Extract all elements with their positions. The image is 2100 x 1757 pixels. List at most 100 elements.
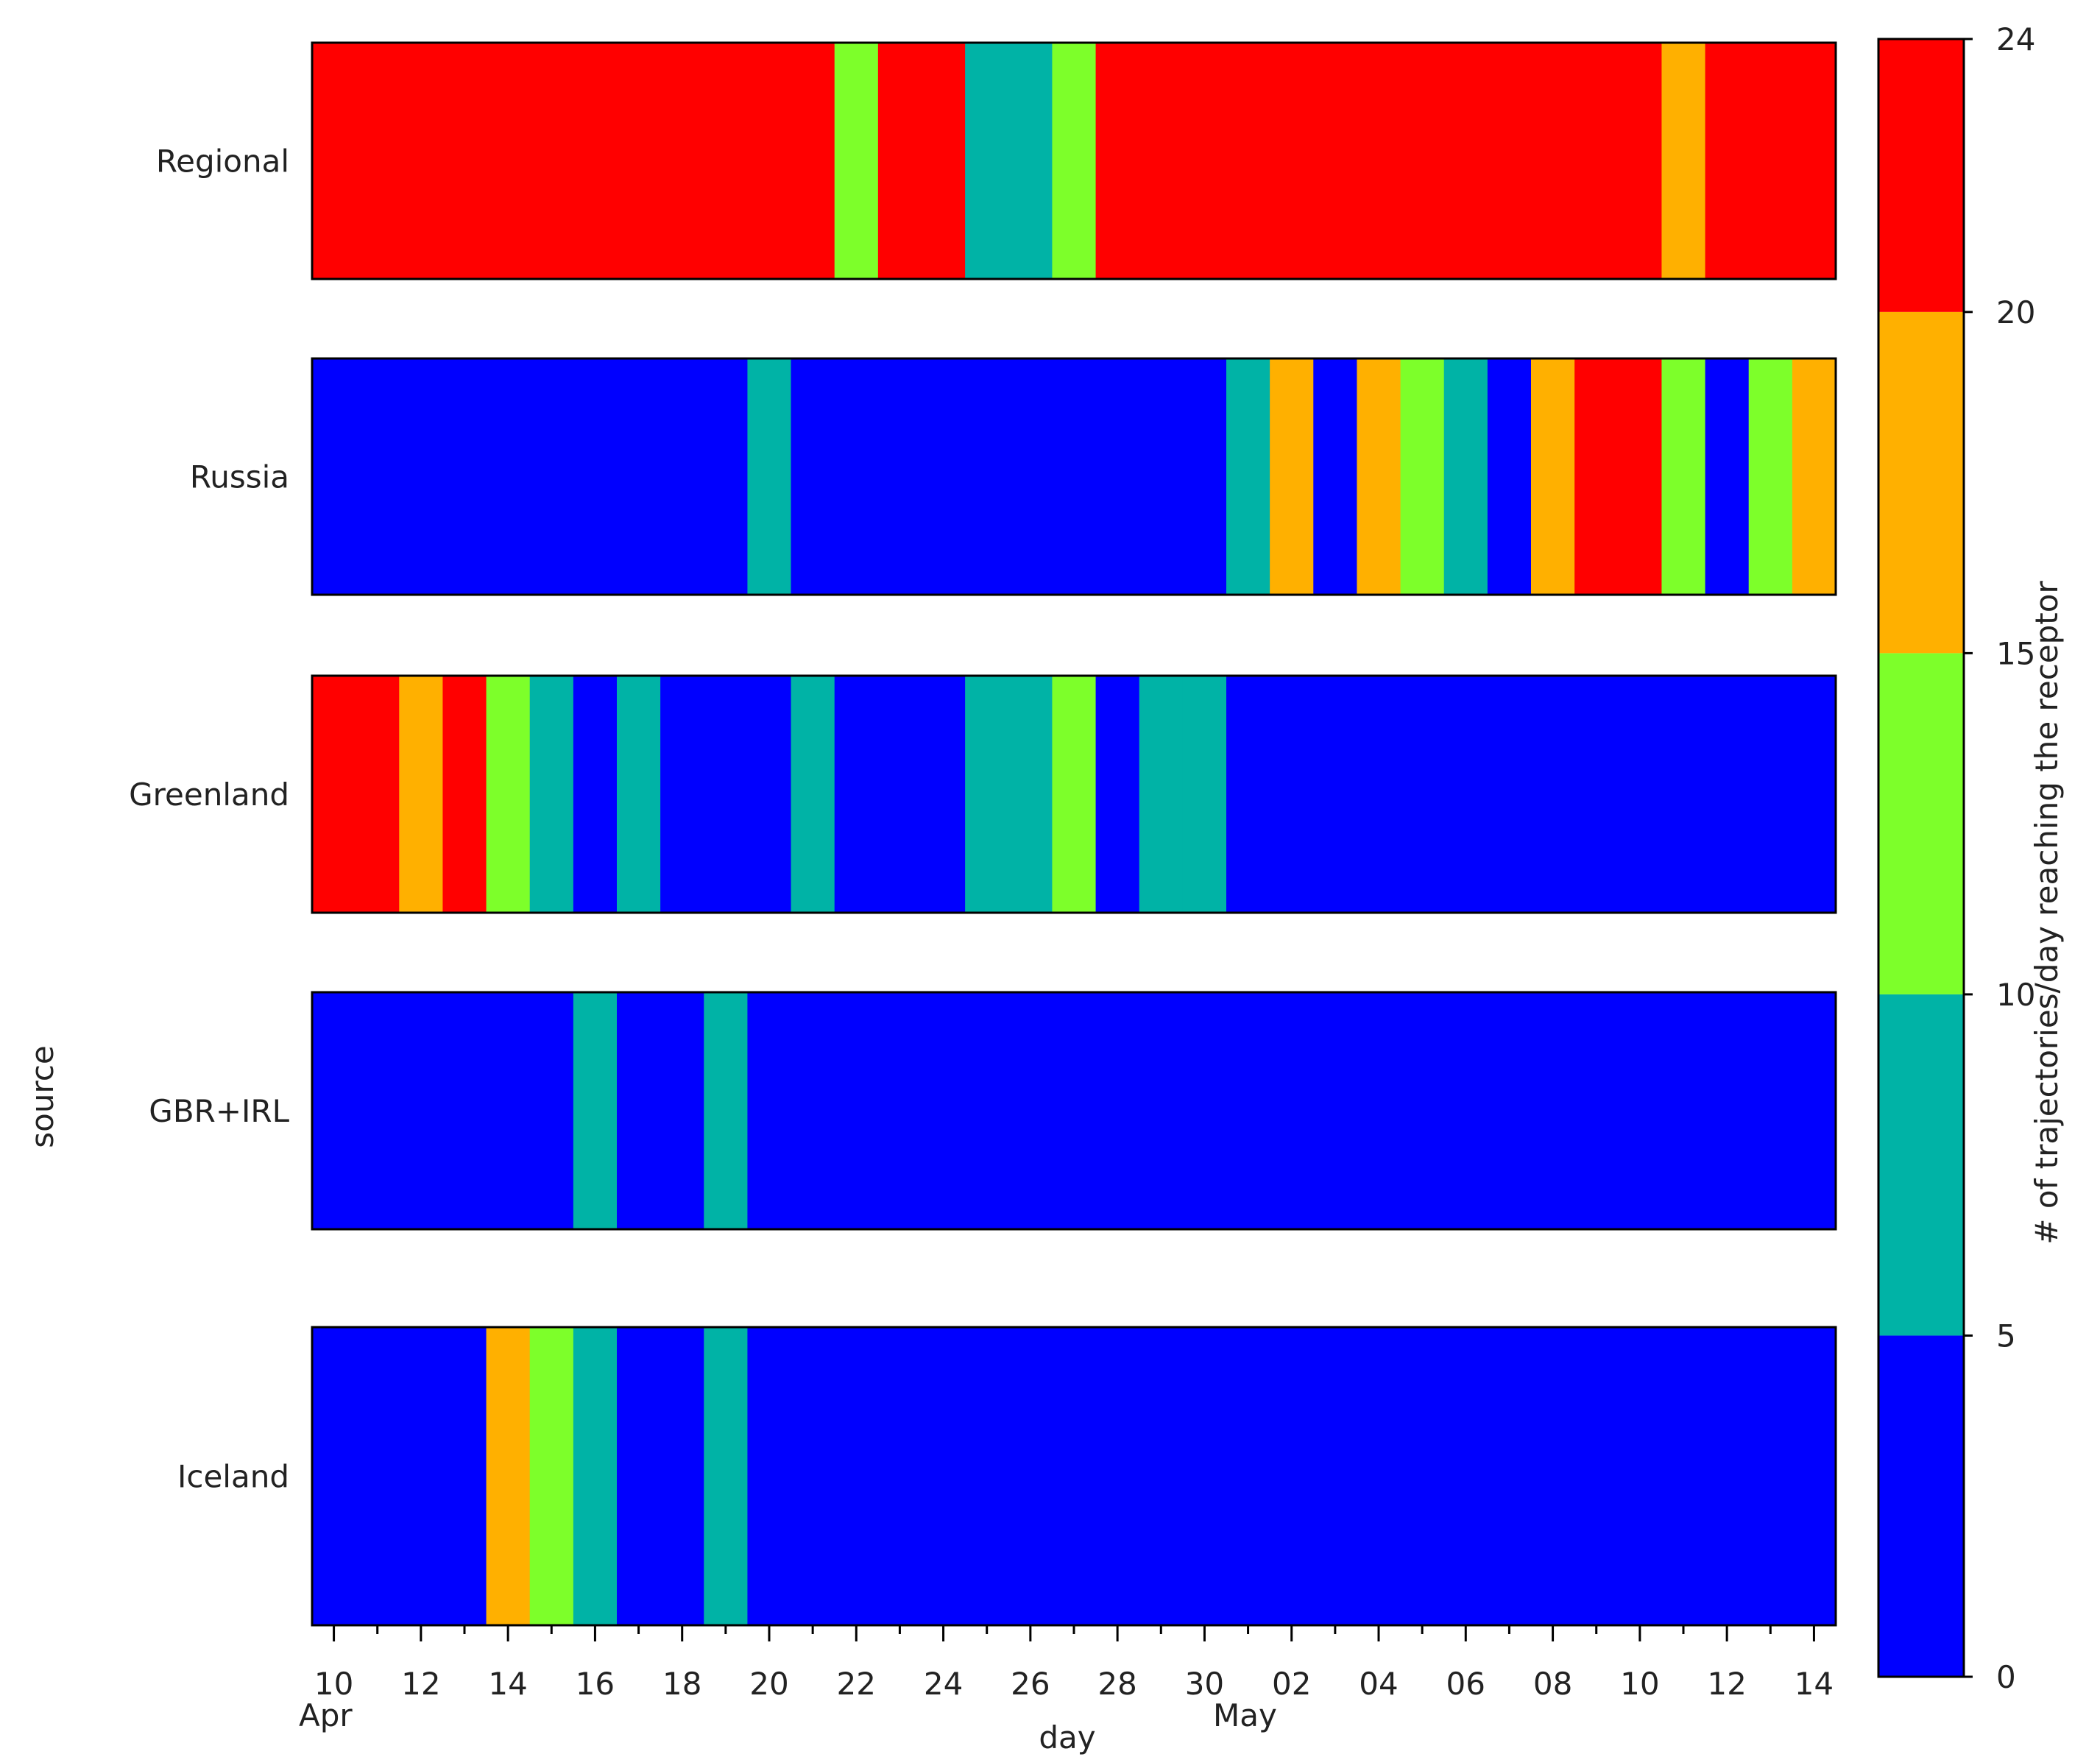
- cell: [704, 676, 749, 913]
- cell: [704, 358, 749, 595]
- cell: [1313, 43, 1358, 279]
- x-tick-label: 24: [924, 1666, 963, 1702]
- cell: [1487, 676, 1532, 913]
- row-greenland: Greenland: [129, 674, 1837, 914]
- cell: [1792, 43, 1836, 279]
- cell: [312, 43, 356, 279]
- cell: [1052, 676, 1097, 913]
- cell: [1270, 992, 1314, 1229]
- cell: [922, 1327, 966, 1625]
- cell: [1182, 43, 1227, 279]
- cell: [1052, 1327, 1097, 1625]
- cell: [573, 676, 618, 913]
- cell: [1574, 358, 1619, 595]
- cell: [1226, 1327, 1270, 1625]
- cell: [660, 43, 704, 279]
- cell: [1095, 43, 1140, 279]
- x-tick-label: 10: [1620, 1666, 1659, 1702]
- cell: [877, 992, 922, 1229]
- cell: [1139, 1327, 1184, 1625]
- cell: [877, 358, 922, 595]
- cell: [399, 992, 444, 1229]
- y-axis-label: source: [24, 1045, 60, 1148]
- cell: [1008, 358, 1053, 595]
- cell: [877, 676, 922, 913]
- cell: [1008, 992, 1053, 1229]
- cell: [617, 358, 661, 595]
- cell: [486, 358, 531, 595]
- cell: [1487, 1327, 1532, 1625]
- row-frame: [311, 357, 1837, 596]
- cell: [834, 1327, 879, 1625]
- x-tick-label: 08: [1533, 1666, 1572, 1702]
- cell: [1618, 676, 1663, 913]
- cell: [1270, 1327, 1314, 1625]
- cell: [1182, 358, 1227, 595]
- cell: [747, 43, 792, 279]
- cell: [1226, 992, 1270, 1229]
- colorbar-frame: [1877, 38, 1965, 1678]
- cell: [1357, 1327, 1401, 1625]
- cell: [660, 1327, 704, 1625]
- cell: [617, 676, 661, 913]
- cell: [922, 676, 966, 913]
- cell: [922, 992, 966, 1229]
- cell: [1313, 1327, 1358, 1625]
- cell: [442, 1327, 487, 1625]
- cell: [1574, 676, 1619, 913]
- cell: [312, 1327, 356, 1625]
- cell: [747, 358, 792, 595]
- cell: [356, 43, 400, 279]
- cell: [573, 43, 618, 279]
- cell: [1487, 992, 1532, 1229]
- cell: [486, 43, 531, 279]
- cell: [1574, 1327, 1619, 1625]
- x-tick-label: 16: [576, 1666, 615, 1702]
- cell: [442, 676, 487, 913]
- cell: [1748, 358, 1793, 595]
- x-tick-label: 10: [314, 1666, 353, 1702]
- cell: [834, 676, 879, 913]
- cell: [529, 676, 574, 913]
- cell: [1618, 1327, 1663, 1625]
- row-iceland: Iceland: [177, 1326, 1837, 1627]
- row-russia: Russia: [190, 357, 1837, 596]
- colorbar-label: # of trajectories/day reaching the recep…: [2029, 581, 2065, 1245]
- cell: [617, 43, 661, 279]
- month-label: Apr: [299, 1697, 353, 1733]
- cell: [660, 992, 704, 1229]
- cell: [1095, 358, 1140, 595]
- cell: [1792, 1327, 1836, 1625]
- row-regional: Regional: [156, 41, 1837, 280]
- x-tick-label: 14: [488, 1666, 527, 1702]
- colorbar-bin: [1878, 39, 1964, 312]
- cell: [312, 358, 356, 595]
- cell: [529, 43, 574, 279]
- cell: [791, 358, 835, 595]
- cell: [1182, 1327, 1227, 1625]
- cell: [791, 1327, 835, 1625]
- colorbar-tick-label: 10: [1996, 977, 2035, 1013]
- cell: [442, 992, 487, 1229]
- cell: [1792, 358, 1836, 595]
- x-tick-label: 26: [1011, 1666, 1050, 1702]
- cell: [1574, 43, 1619, 279]
- cell: [1531, 676, 1575, 913]
- cell: [312, 992, 356, 1229]
- cell: [747, 676, 792, 913]
- row-frame: [311, 991, 1837, 1231]
- x-tick-label: 14: [1795, 1666, 1834, 1702]
- cell: [1443, 676, 1488, 913]
- cell: [1400, 358, 1445, 595]
- cell: [791, 992, 835, 1229]
- cell: [965, 992, 1009, 1229]
- cell: [399, 43, 444, 279]
- cell: [877, 43, 922, 279]
- cell: [1443, 358, 1488, 595]
- cell: [1661, 43, 1706, 279]
- cell: [529, 358, 574, 595]
- cell: [791, 676, 835, 913]
- cell: [617, 1327, 661, 1625]
- cell: [1400, 676, 1445, 913]
- cell: [660, 676, 704, 913]
